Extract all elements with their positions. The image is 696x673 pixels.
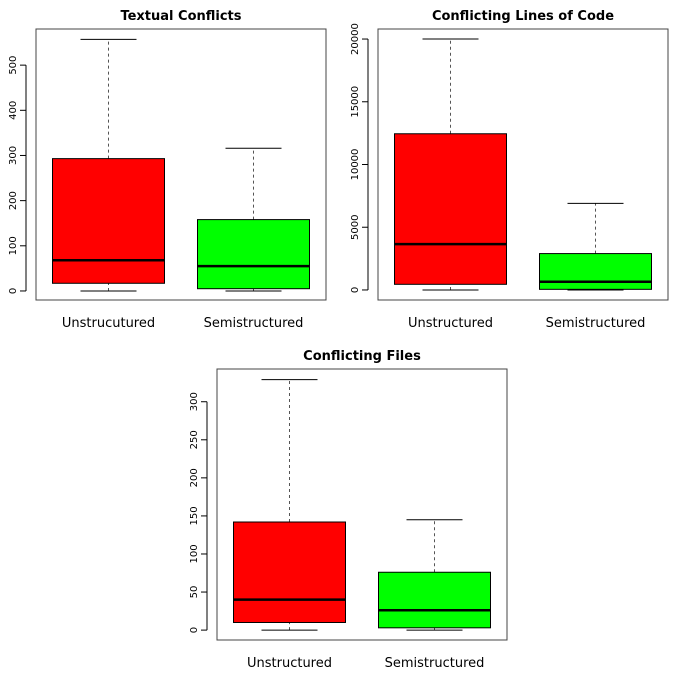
chart-title: Textual Conflicts — [120, 9, 241, 24]
y-tick-label: 0 — [8, 288, 19, 294]
y-tick-label: 400 — [8, 101, 19, 120]
y-tick-label: 100 — [189, 544, 200, 563]
chart-panel-1: Textual Conflicts 0 100 200 300 400 500 Unstruc… — [8, 9, 327, 331]
category-label: Semistructured — [546, 316, 646, 331]
box-semistructured: Semistructured — [197, 147, 310, 331]
y-tick-label: 500 — [8, 56, 19, 75]
y-tick-label: 0 — [189, 627, 200, 633]
category-label: Semistructured — [204, 316, 304, 331]
y-tick-label: 200 — [189, 468, 200, 487]
category-label: Unstrucutured — [62, 316, 155, 331]
chart-panel-3: Conflicting Files 0 50 100 150 200 250 300 Unstr… — [189, 349, 508, 671]
y-tick-label: 50 — [189, 586, 200, 599]
chart-panel-2: Conflicting Lines of Code 0 5000 10000 15000… — [350, 9, 669, 331]
y-tick-label: 5000 — [350, 215, 361, 240]
iqr-box — [378, 571, 491, 629]
y-tick-label: 0 — [350, 287, 361, 293]
y-tick-label: 10000 — [350, 149, 361, 181]
box-unstructured: Unstrucutured — [52, 38, 165, 331]
y-tick-label: 150 — [189, 506, 200, 525]
y-tick-label: 15000 — [350, 86, 361, 118]
plot-frame — [216, 368, 508, 641]
plot-frame — [35, 28, 327, 301]
plot-frame — [377, 28, 669, 301]
iqr-box — [52, 158, 165, 284]
box-unstructured: Unstructured — [394, 38, 507, 331]
box-semistructured: Semistructured — [539, 202, 652, 331]
box-semistructured: Semistructured — [378, 519, 491, 671]
y-tick-label: 250 — [189, 430, 200, 449]
y-tick-label: 20000 — [350, 23, 361, 55]
category-label: Unstructured — [247, 656, 332, 671]
iqr-box — [394, 133, 507, 285]
category-label: Unstructured — [408, 316, 493, 331]
y-tick-label: 300 — [8, 146, 19, 165]
category-label: Semistructured — [385, 656, 485, 671]
box-unstructured: Unstructured — [233, 379, 346, 671]
iqr-box — [539, 253, 652, 290]
chart-title: Conflicting Lines of Code — [432, 9, 614, 24]
iqr-box — [233, 521, 346, 623]
chart-title: Conflicting Files — [303, 349, 421, 364]
iqr-box — [197, 219, 310, 290]
y-tick-label: 100 — [8, 236, 19, 255]
y-tick-label: 300 — [189, 392, 200, 411]
y-tick-label: 200 — [8, 191, 19, 210]
